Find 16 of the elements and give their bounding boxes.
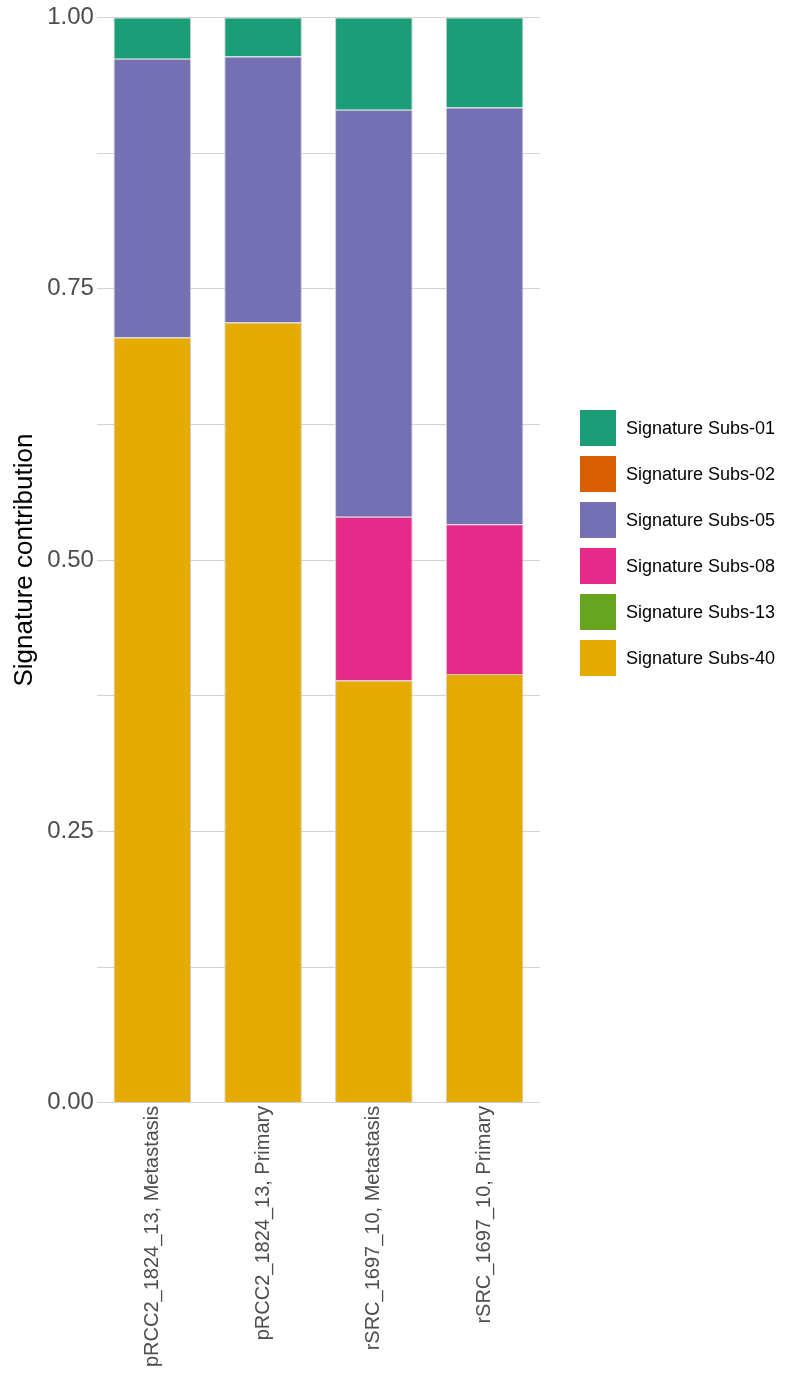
y-axis-title: Signature contribution [7, 433, 38, 687]
x-tick-label: pRCC2_1824_13, Metastasis [139, 1105, 163, 1368]
legend-label: Signature Subs-01 [626, 417, 776, 439]
legend-label: Signature Subs-05 [626, 509, 776, 531]
y-tick-label: 0.75 [47, 273, 94, 301]
y-tick-label: 0.00 [47, 1087, 94, 1115]
y-tick-label: 1.00 [47, 2, 94, 30]
x-tick-label: rSRC_1697_10, Metastasis [361, 1105, 385, 1351]
x-tick-label: pRCC2_1824_13, Primary [250, 1105, 274, 1341]
y-tick-label: 0.50 [47, 544, 94, 572]
x-tick-label: rSRC_1697_10, Primary [472, 1105, 496, 1324]
legend-label: Signature Subs-40 [626, 647, 776, 669]
legend-label: Signature Subs-08 [626, 555, 776, 577]
y-tick-label: 0.25 [47, 816, 94, 844]
legend-label: Signature Subs-02 [626, 463, 776, 485]
legend-label: Signature Subs-13 [626, 601, 776, 623]
